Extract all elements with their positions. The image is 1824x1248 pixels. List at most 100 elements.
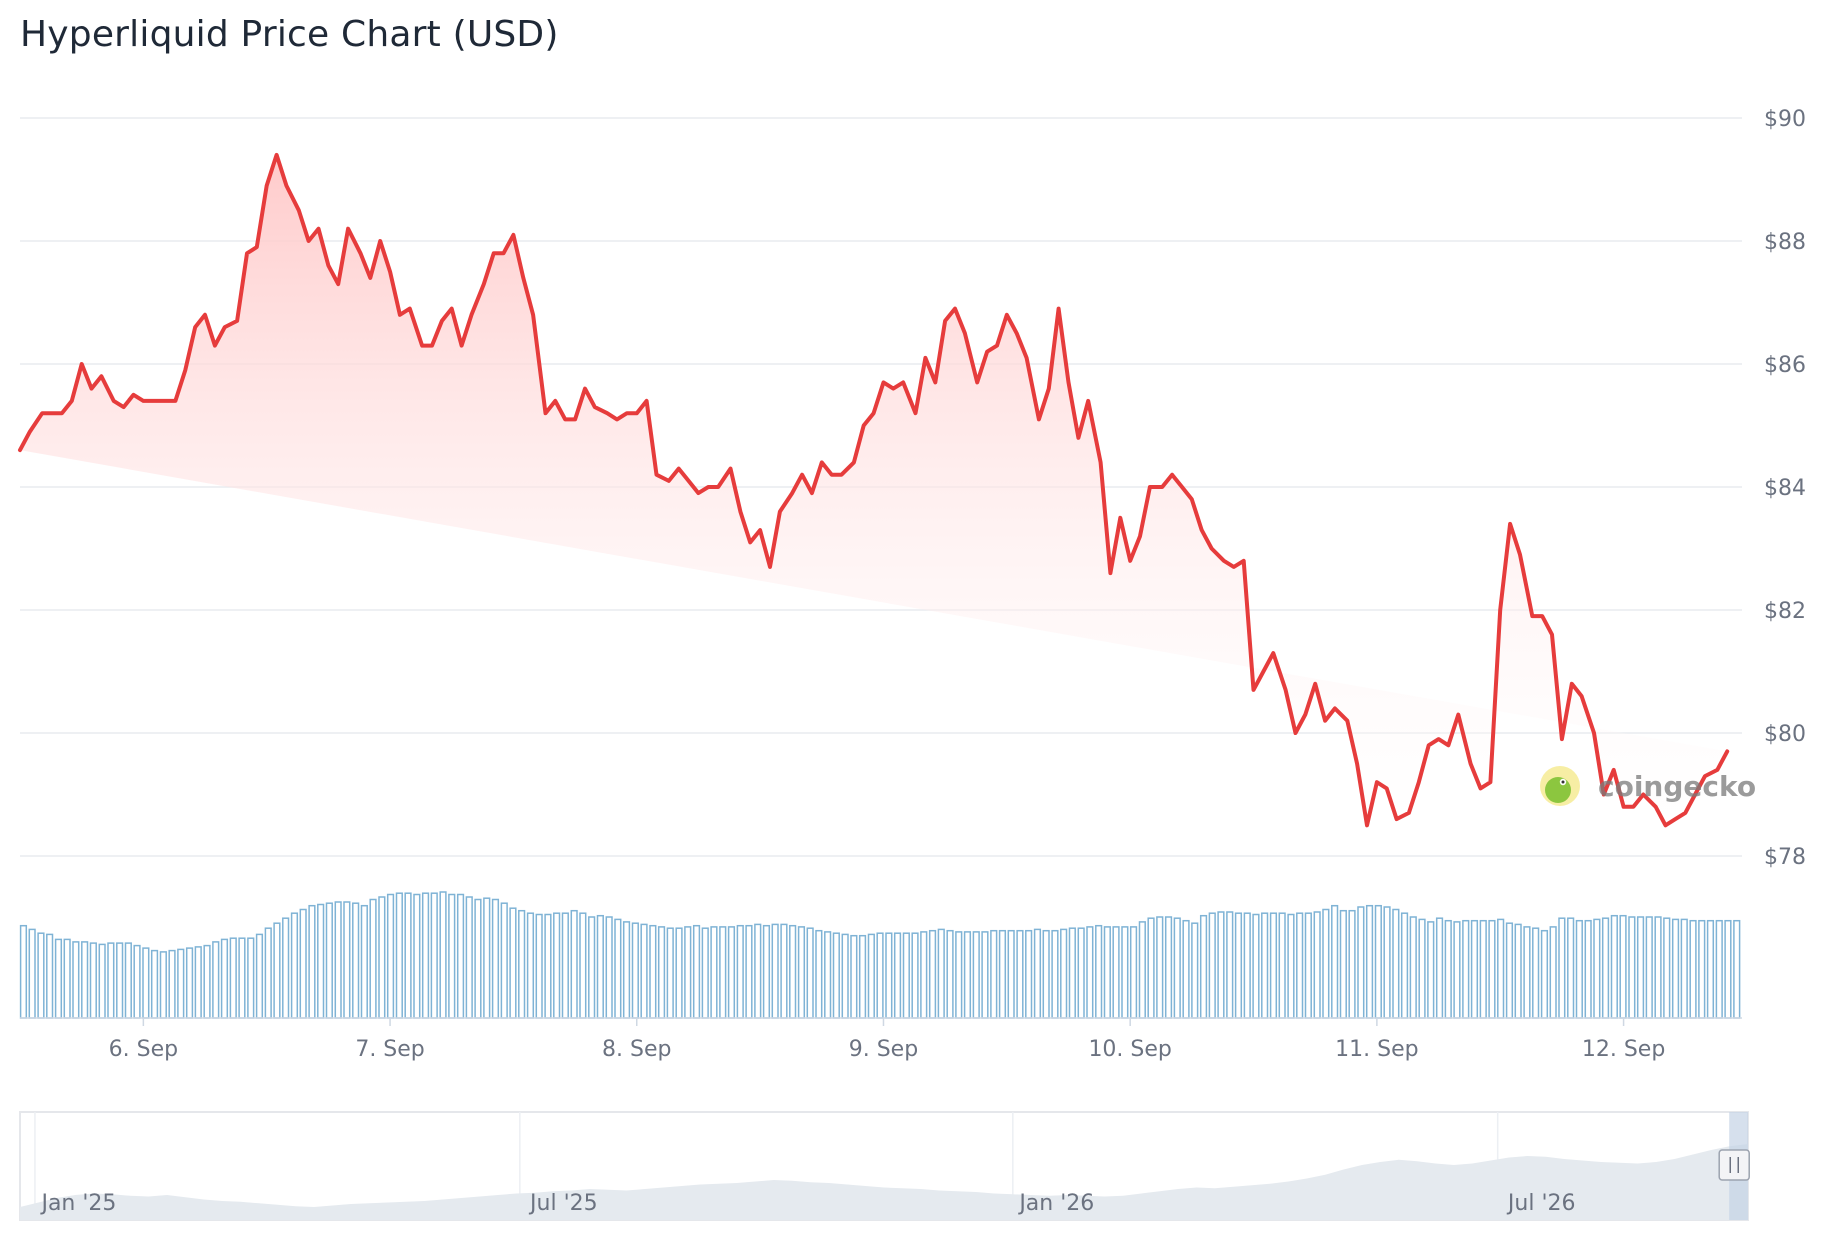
- volume-bar: [308, 904, 316, 1019]
- volume-bar: [719, 926, 727, 1019]
- volume-bar: [1715, 919, 1723, 1019]
- volume-bar: [1357, 906, 1365, 1019]
- volume-bar: [1724, 919, 1732, 1019]
- y-axis-labels: $90 $88 $86 $84 $82 $80 $78: [1764, 107, 1806, 870]
- volume-bar: [937, 928, 945, 1019]
- volume-bar: [448, 893, 456, 1019]
- volume-bar: [745, 924, 753, 1019]
- volume-bar: [885, 932, 893, 1019]
- volume-bar: [352, 902, 360, 1019]
- volume-bar: [1208, 912, 1216, 1019]
- navigator-label: Jan '25: [39, 1191, 116, 1216]
- volume-bar: [1173, 917, 1181, 1019]
- volume-bar: [369, 898, 377, 1019]
- volume-bar: [998, 929, 1007, 1019]
- volume-bar: [19, 924, 28, 1019]
- volume-bar: [1558, 917, 1566, 1019]
- volume-bar: [736, 924, 744, 1019]
- price-line[interactable]: [18, 152, 1730, 828]
- x-tick-label: 7. Sep: [355, 1037, 424, 1062]
- volume-bar: [238, 937, 246, 1019]
- volume-bar: [824, 931, 832, 1019]
- volume-bar: [1671, 918, 1680, 1019]
- volume-bar: [1304, 912, 1312, 1019]
- volume-bar: [841, 933, 849, 1019]
- volume-bar: [1470, 919, 1479, 1019]
- volume-bar: [159, 951, 167, 1019]
- volume-bar: [1296, 912, 1304, 1019]
- volume-bar: [1435, 917, 1444, 1019]
- volume-bar: [439, 891, 447, 1019]
- volume-bar: [920, 931, 928, 1019]
- volume-bar: [334, 901, 342, 1019]
- volume-bar: [526, 912, 535, 1019]
- volume-bar: [1601, 917, 1610, 1019]
- volume-bar: [491, 898, 500, 1019]
- volume-bar: [1567, 917, 1575, 1019]
- volume-bar: [46, 933, 54, 1019]
- volume-bar: [474, 898, 482, 1019]
- volume-bar: [1532, 927, 1540, 1019]
- navigator-handle-grip[interactable]: [1718, 1149, 1750, 1181]
- volume-bar: [1077, 927, 1085, 1019]
- volume-bar: [282, 917, 290, 1019]
- volume-bar: [596, 914, 604, 1019]
- volume-bar: [1033, 928, 1042, 1019]
- y-tick-label: $86: [1764, 353, 1806, 378]
- volume-bar: [185, 947, 194, 1019]
- volume-bar: [1593, 918, 1601, 1019]
- volume-bar: [561, 912, 569, 1019]
- volume-bar: [815, 929, 823, 1019]
- volume-bar: [1060, 928, 1068, 1019]
- volume-bar: [990, 929, 998, 1019]
- volume-bar: [456, 893, 465, 1019]
- volume-bar: [570, 909, 578, 1019]
- volume-bar: [203, 944, 211, 1019]
- volume-bar: [220, 938, 229, 1019]
- navigator-labels: Jan '25 Jul '25 Jan '26 Jul '26: [39, 1191, 1575, 1216]
- volume-bar: [1007, 929, 1015, 1019]
- volume-bar: [483, 897, 491, 1019]
- volume-bar: [806, 927, 814, 1019]
- volume-bar: [116, 942, 124, 1019]
- volume-bar: [1540, 929, 1549, 1019]
- volume-bar: [1444, 919, 1452, 1019]
- volume-bar: [1252, 913, 1260, 1019]
- volume-bar: [124, 942, 132, 1019]
- volume-bar: [771, 923, 779, 1019]
- volume-bar: [1392, 908, 1400, 1019]
- page-title: Hyperliquid Price Chart (USD): [20, 14, 559, 55]
- volume-bar: [1199, 914, 1208, 1019]
- volume-bar: [1733, 919, 1741, 1019]
- volume-bar: [229, 937, 237, 1019]
- volume-bar: [1628, 916, 1636, 1019]
- volume-bar: [378, 896, 386, 1019]
- navigator-area: [20, 1144, 1748, 1220]
- volume-bar: [553, 912, 561, 1019]
- volume-bars: [19, 891, 1742, 1019]
- volume-bar: [194, 946, 202, 1019]
- volume-bar: [579, 912, 587, 1019]
- volume-bar: [255, 933, 264, 1019]
- volume-bar: [1042, 929, 1050, 1019]
- volume-bar: [675, 927, 683, 1019]
- volume-bar: [465, 896, 473, 1019]
- volume-bar: [1226, 911, 1234, 1019]
- volume-bar: [614, 918, 622, 1019]
- volume-bar: [1514, 923, 1522, 1019]
- volume-bar: [63, 938, 71, 1019]
- volume-bar: [1051, 929, 1059, 1019]
- volume-bar: [902, 932, 910, 1019]
- volume-bar: [1156, 916, 1164, 1019]
- volume-bar: [1095, 924, 1103, 1019]
- volume-bar: [876, 932, 884, 1019]
- navigator-handle[interactable]: [1718, 1149, 1750, 1181]
- volume-bar: [1400, 912, 1409, 1019]
- volume-bar: [37, 932, 45, 1019]
- volume-bar: [1217, 911, 1225, 1019]
- range-navigator[interactable]: Jan '25 Jul '25 Jan '26 Jul '26: [19, 1111, 1750, 1221]
- volume-bar: [1636, 916, 1645, 1019]
- volume-bar: [142, 947, 150, 1019]
